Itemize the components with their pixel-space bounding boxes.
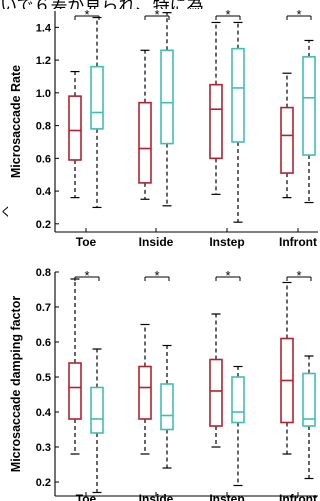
significance-star: *: [84, 268, 89, 283]
box-series-b: [231, 376, 245, 424]
significance-star: *: [154, 268, 159, 283]
box-series-a: [138, 101, 152, 184]
cropped-caption-text: いで６差が見られ、特に為: [0, 0, 320, 9]
y-tick-label: 0.2: [36, 219, 51, 231]
y-tick-label: 0.6: [36, 153, 51, 165]
y-tick-label: 0.4: [36, 407, 52, 419]
x-tick-label: Toe: [76, 235, 97, 249]
y-tick-label: 0.5: [36, 372, 51, 384]
box-series-a: [68, 95, 82, 161]
significance-star: *: [225, 268, 230, 283]
y-axis-label: Microsaccade Rate: [9, 65, 23, 178]
y-tick-label: 0.8: [36, 267, 51, 279]
cropped-margin-glyph: く: [0, 205, 8, 219]
y-tick-label: 0.6: [36, 337, 51, 349]
box-series-b: [302, 372, 316, 427]
y-tick-label: 1.4: [36, 22, 52, 34]
box-series-b: [90, 65, 104, 130]
y-tick-label: 0.4: [36, 186, 52, 198]
box-series-b: [302, 56, 316, 156]
y-tick-label: 0.2: [36, 477, 51, 489]
y-tick-label: 0.8: [36, 121, 51, 133]
box-series-b: [231, 47, 245, 143]
y-tick-label: 1.0: [36, 88, 51, 100]
y-axis-label: Microsaccade damping factor: [9, 296, 23, 473]
x-tick-label: Inside: [139, 235, 174, 249]
x-tick-label: Instep: [209, 492, 244, 501]
box-series-a: [209, 83, 223, 160]
x-tick-label: Infront: [279, 492, 317, 501]
x-tick-label: Infront: [279, 235, 317, 249]
significance-star: *: [84, 7, 89, 22]
x-tick-label: Inside: [139, 492, 174, 501]
significance-star: *: [296, 7, 301, 22]
significance-star: *: [296, 268, 301, 283]
box-series-b: [160, 383, 174, 431]
x-tick-label: Instep: [209, 235, 244, 249]
box-series-b: [90, 386, 104, 434]
box-series-b: [160, 49, 174, 145]
box-series-a: [280, 106, 294, 174]
significance-star: *: [225, 7, 230, 22]
significance-star: *: [154, 7, 159, 22]
y-tick-label: 0.7: [36, 302, 51, 314]
box-series-a: [68, 362, 82, 420]
box-series-a: [138, 365, 152, 420]
damping-boxplot-panel: 0.2 0.3 0.4 0.5 0.6 0.7 0.8 Microsaccade dampin…: [9, 267, 318, 501]
box-series-a: [209, 358, 223, 427]
y-tick-label: 0.3: [36, 442, 51, 454]
rate-boxplot-panel: 0.2 0.4 0.6 0.8 1.0 1.2 1.4 Microsaccade Rate To…: [9, 7, 318, 249]
x-tick-label: Toe: [76, 492, 97, 501]
y-tick-label: 1.2: [36, 55, 51, 67]
